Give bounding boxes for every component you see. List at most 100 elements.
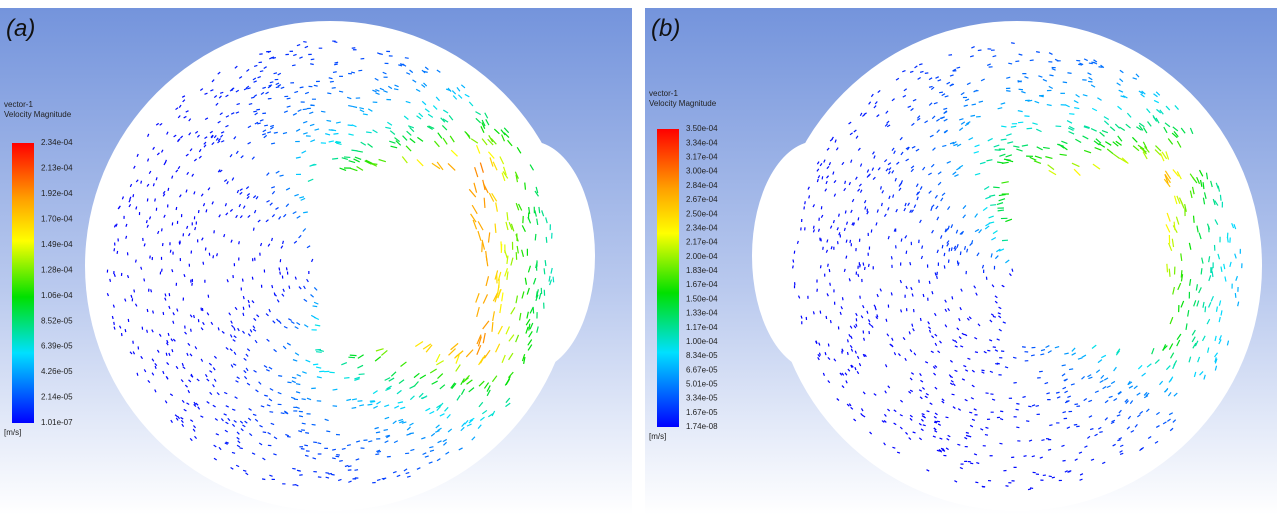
velocity-vector [1029, 487, 1034, 490]
velocity-vector [1012, 356, 1017, 359]
velocity-vector [212, 404, 216, 408]
velocity-vector [991, 398, 996, 401]
velocity-vector [204, 117, 209, 121]
velocity-vector [353, 158, 360, 163]
velocity-vector [916, 191, 919, 196]
velocity-vector [1152, 115, 1157, 121]
velocity-vector [220, 134, 224, 138]
velocity-vector [505, 326, 511, 335]
velocity-vector [949, 74, 954, 77]
colorbar-tick-label: 1.70e-04 [41, 214, 73, 223]
velocity-vector [1214, 357, 1217, 363]
velocity-vector [189, 314, 193, 318]
velocity-vector [912, 98, 917, 102]
velocity-vector [333, 132, 339, 135]
velocity-vector [267, 131, 272, 134]
velocity-vector [476, 344, 482, 356]
velocity-vector [970, 114, 976, 117]
velocity-vector [112, 304, 115, 308]
velocity-vector [183, 115, 187, 119]
velocity-vector [1075, 94, 1080, 98]
velocity-vector [409, 395, 415, 401]
velocity-vector [247, 333, 251, 337]
velocity-vector [860, 408, 864, 412]
velocity-vector [943, 110, 948, 115]
velocity-vector [843, 227, 846, 232]
velocity-vector [332, 157, 339, 160]
velocity-vector [231, 451, 236, 454]
velocity-vector [1189, 173, 1195, 181]
velocity-vector [266, 338, 270, 342]
colorbar-tick-label: 8.34e-05 [686, 351, 718, 360]
velocity-vector [470, 138, 479, 144]
velocity-vector [299, 196, 305, 199]
velocity-vector [1131, 136, 1138, 143]
velocity-vector [841, 348, 844, 352]
velocity-vector [239, 188, 243, 192]
velocity-vector [510, 257, 514, 266]
velocity-vector [966, 248, 969, 253]
velocity-vector [481, 409, 488, 415]
velocity-vector [1046, 392, 1050, 395]
velocity-vector [1137, 414, 1141, 418]
velocity-vector [964, 98, 970, 102]
velocity-vector [829, 138, 833, 142]
velocity-vector [276, 318, 280, 322]
velocity-vector [396, 474, 401, 478]
velocity-vector [896, 161, 900, 165]
velocity-vector [356, 150, 363, 153]
velocity-vector [1218, 300, 1222, 306]
velocity-vector [428, 461, 433, 464]
velocity-vector [221, 330, 225, 334]
velocity-vector [849, 239, 852, 244]
velocity-vector [305, 359, 311, 363]
velocity-vector [278, 375, 283, 377]
velocity-vector [895, 208, 898, 213]
velocity-vector [963, 104, 968, 107]
velocity-vector [997, 107, 1003, 110]
velocity-vector [1067, 395, 1071, 398]
velocity-vector [194, 435, 198, 439]
velocity-vector [969, 55, 974, 58]
velocity-vector [825, 180, 828, 185]
velocity-vector [910, 165, 915, 169]
velocity-vector [251, 452, 256, 455]
velocity-vector [304, 454, 309, 457]
velocity-vector [1066, 120, 1073, 124]
velocity-vector [864, 206, 867, 210]
velocity-vector [225, 124, 229, 128]
velocity-vector [1064, 390, 1069, 394]
velocity-vector [1176, 171, 1182, 180]
velocity-vector [812, 225, 815, 229]
velocity-vector [527, 216, 532, 224]
velocity-vector [926, 410, 930, 413]
velocity-vector [1168, 412, 1174, 416]
colorbar-tick-label: 2.67e-04 [686, 195, 718, 204]
velocity-vector [1191, 186, 1195, 195]
velocity-vector [897, 353, 901, 357]
velocity-vector [971, 418, 976, 421]
velocity-vector [265, 369, 270, 372]
velocity-vector [264, 394, 268, 397]
velocity-vector [1006, 133, 1012, 137]
velocity-vector [297, 109, 302, 112]
velocity-vector [942, 449, 946, 452]
velocity-vector [857, 147, 861, 151]
velocity-vector [173, 134, 177, 138]
velocity-vector [1136, 392, 1141, 396]
velocity-vector [528, 331, 533, 338]
velocity-vector [455, 364, 461, 372]
velocity-vector [251, 156, 255, 160]
velocity-vector [1176, 339, 1181, 347]
velocity-vector [933, 415, 937, 419]
velocity-vector [212, 384, 215, 388]
velocity-vector [891, 337, 894, 341]
velocity-vector [974, 228, 980, 233]
velocity-vector [863, 200, 867, 204]
velocity-vector [387, 121, 393, 126]
velocity-vector [545, 217, 548, 224]
velocity-vector [491, 375, 498, 383]
velocity-vector [1065, 400, 1070, 403]
velocity-vector [873, 155, 876, 159]
velocity-vector [945, 227, 949, 232]
